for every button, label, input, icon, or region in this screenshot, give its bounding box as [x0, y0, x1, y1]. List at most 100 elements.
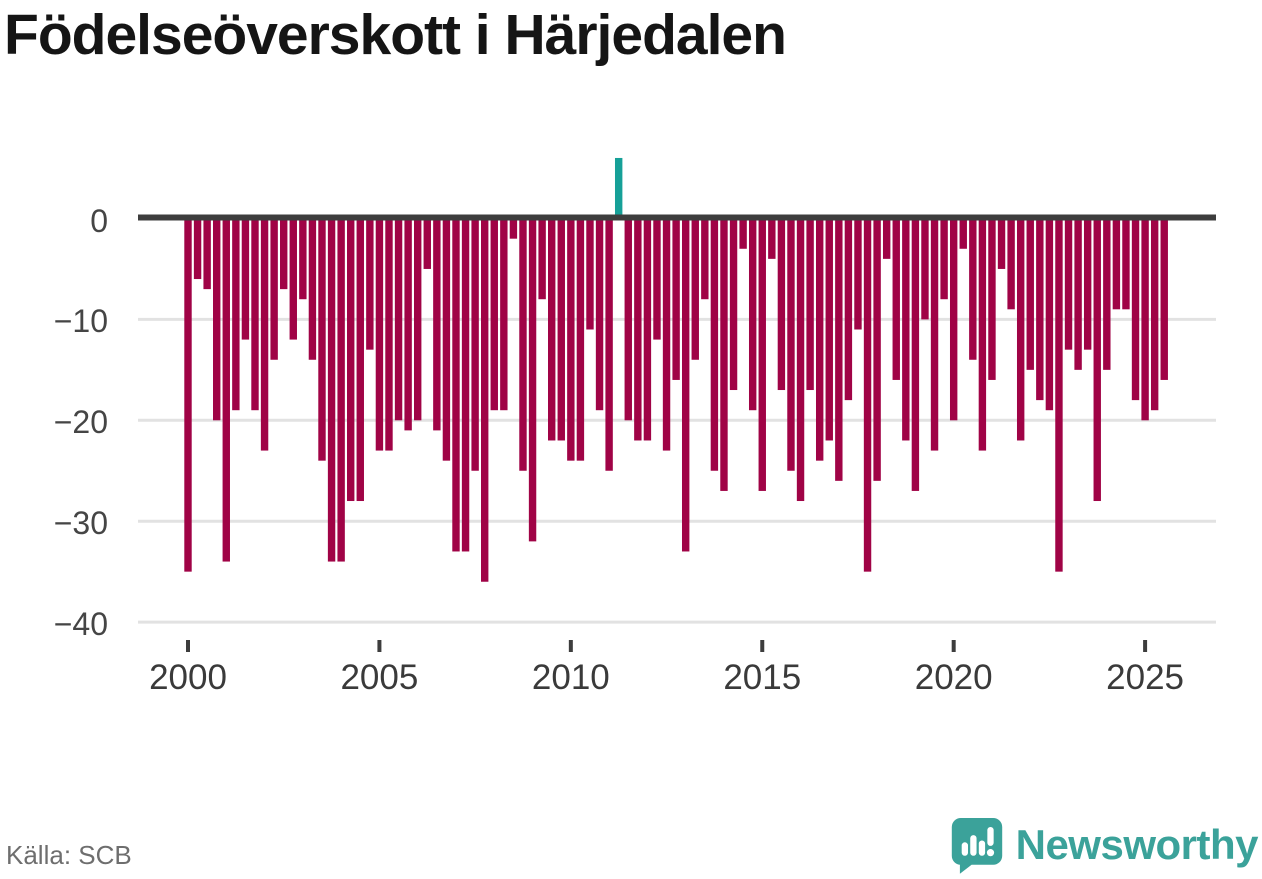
bar	[576, 218, 585, 461]
bar	[1093, 218, 1101, 502]
bar	[624, 218, 632, 421]
bar	[806, 218, 814, 391]
bar	[586, 218, 594, 330]
bar	[634, 218, 642, 441]
bar-chart	[138, 157, 1216, 652]
bar	[251, 218, 259, 411]
bar	[299, 218, 307, 300]
bar	[184, 218, 192, 572]
bar	[835, 218, 843, 481]
bar	[825, 218, 833, 441]
bar	[1045, 218, 1054, 411]
bar	[433, 218, 441, 431]
bar	[423, 218, 431, 269]
bar	[653, 218, 661, 340]
logo-exclamation-dot	[986, 849, 994, 857]
bar	[461, 218, 470, 552]
logo-exclamation-stem	[986, 827, 994, 846]
bar	[442, 218, 451, 461]
bar	[710, 218, 719, 471]
bar	[1007, 218, 1015, 310]
bar	[595, 218, 604, 411]
bar	[308, 218, 317, 360]
bar	[280, 218, 288, 290]
x-tick-label: 2000	[149, 658, 227, 697]
x-tick-label: 2005	[340, 658, 419, 697]
bar	[356, 218, 364, 502]
bar-positive	[614, 157, 623, 219]
bar	[787, 218, 795, 471]
bar	[414, 218, 422, 421]
x-tick-label: 2025	[1106, 658, 1185, 697]
bar	[452, 218, 460, 552]
bar	[662, 218, 671, 451]
bar	[1131, 218, 1140, 401]
bar	[930, 218, 939, 451]
bar	[490, 218, 498, 411]
bar	[882, 218, 891, 259]
bar	[1160, 218, 1168, 380]
bar	[203, 218, 211, 290]
bar	[1150, 218, 1159, 411]
y-tick-label: 0	[90, 202, 108, 239]
bar	[366, 218, 374, 350]
bar	[691, 218, 699, 360]
y-tick-label: −40	[53, 606, 108, 643]
bar	[949, 218, 958, 421]
bar	[681, 218, 690, 552]
bar	[481, 218, 489, 582]
bar	[863, 218, 872, 572]
bar	[1016, 218, 1025, 441]
bar	[1112, 218, 1121, 310]
bar	[404, 218, 412, 431]
bar	[557, 218, 565, 441]
bar	[940, 218, 948, 300]
bar	[643, 218, 652, 441]
bar	[538, 218, 546, 300]
bar	[854, 218, 862, 330]
bar	[796, 218, 805, 502]
y-tick-label: −20	[53, 404, 108, 441]
y-tick-label: −10	[53, 303, 108, 340]
logo-bar-small	[961, 842, 968, 856]
bar	[672, 218, 680, 380]
brand-name: Newsworthy	[1015, 821, 1259, 868]
bar	[997, 218, 1006, 269]
bar	[260, 218, 269, 451]
bar	[375, 218, 384, 451]
bar	[844, 218, 853, 401]
x-tick-label: 2020	[914, 658, 993, 697]
bar	[1036, 218, 1044, 401]
bar	[988, 218, 996, 380]
bar	[1026, 218, 1034, 370]
bar	[959, 218, 967, 249]
bar	[777, 218, 786, 391]
bar	[748, 218, 757, 411]
y-tick-label: −30	[53, 505, 108, 542]
bar	[720, 218, 728, 491]
logo-bubble	[951, 818, 1002, 874]
bar	[892, 218, 900, 380]
bar	[241, 218, 250, 340]
bar	[222, 218, 230, 562]
bar	[1083, 218, 1092, 350]
bar	[1103, 218, 1111, 370]
bar	[318, 218, 326, 461]
logo-bar-mid	[978, 840, 985, 856]
bar	[270, 218, 278, 360]
logo-bar-tall	[969, 835, 977, 856]
bar	[289, 218, 297, 340]
bar	[768, 218, 776, 259]
bar	[1141, 218, 1149, 421]
chart-title: Födelseöverskott i Härjedalen	[4, 3, 787, 67]
bar	[902, 218, 910, 441]
bar	[213, 218, 221, 421]
newsworthy-logo-icon	[951, 818, 1002, 874]
bar	[605, 218, 613, 471]
source-caption: Källa: SCB	[6, 840, 132, 870]
bar	[347, 218, 355, 502]
bar	[528, 218, 537, 542]
bar	[758, 218, 766, 491]
x-tick-label: 2015	[723, 658, 802, 697]
bar	[739, 218, 747, 249]
